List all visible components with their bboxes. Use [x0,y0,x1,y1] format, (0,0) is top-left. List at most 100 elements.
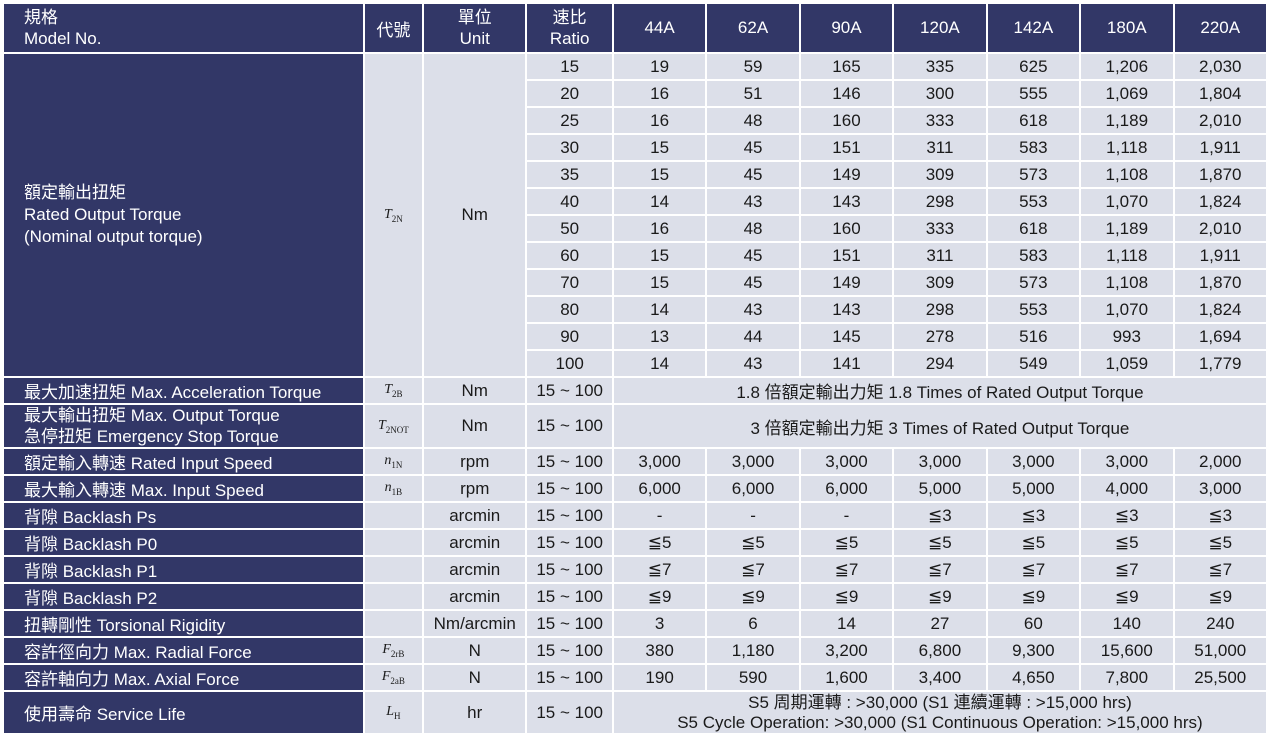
torsional-rigidity-cell: 27 [894,611,986,636]
rated-torque-cell: 309 [894,162,986,187]
backlash-p0-ratio: 15 ~ 100 [527,530,612,555]
rated-torque-cell: 2,010 [1174,108,1266,133]
backlash-p2-cell: ≦9 [800,584,893,609]
rated-torque-cell: 16 [613,108,706,133]
rated-speed-row: 額定輸入轉速 Rated Input Speed n1N rpm 15 ~ 100 3,… [4,449,1266,474]
rated-torque-cell: 14 [613,297,706,322]
rated-torque-row: 50 16 48 160 333 618 1,189 2,010 [4,216,1266,241]
backlash-ps-cell: ≦3 [894,503,986,528]
backlash-p0-cell: ≦5 [613,530,706,555]
backlash-p2-cell: ≦9 [987,584,1080,609]
max-torque-label-line2: 急停扭矩 Emergency Stop Torque [24,427,279,446]
torsional-rigidity-label: 扭轉剛性 Torsional Rigidity [4,611,363,636]
max-speed-label: 最大輸入轉速 Max. Input Speed [4,476,363,501]
header-ratio: 速比 Ratio [527,4,612,52]
rated-torque-cell: 618 [987,108,1080,133]
rated-torque-row: 60 15 45 151 311 583 1,118 1,911 [4,243,1266,268]
rated-speed-cell: 3,000 [987,449,1080,474]
rated-speed-unit: rpm [423,449,526,474]
max-torque-ratio: 15 ~ 100 [527,405,612,447]
accel-torque-ratio: 15 ~ 100 [527,378,612,403]
torsional-rigidity-unit: Nm/arcmin [423,611,526,636]
backlash-p1-cell: ≦7 [1174,557,1266,582]
axial-force-cell: 25,500 [1174,665,1266,690]
service-life-symbol-main: L [386,704,394,720]
rated-torque-ratio: 15 [527,54,612,79]
backlash-ps-cell: - [707,503,799,528]
rated-torque-row: 90 13 44 145 278 516 993 1,694 [4,324,1266,349]
service-life-value-zh: S5 周期運轉 : >30,000 (S1 連續運轉 : >15,000 hrs… [748,692,1132,712]
backlash-p2-cell: ≦9 [1174,584,1266,609]
rated-torque-ratio: 35 [527,162,612,187]
rated-torque-cell: 160 [800,108,893,133]
max-speed-ratio: 15 ~ 100 [527,476,612,501]
rated-torque-cell: 45 [707,270,799,295]
rated-torque-cell: 583 [987,243,1080,268]
radial-force-symbol-sub: 2rB [390,648,405,659]
max-speed-unit: rpm [423,476,526,501]
max-torque-symbol: T2NOT [364,405,422,447]
rated-torque-cell: 1,206 [1081,54,1173,79]
max-torque-value: 3 倍額定輸出力矩 3 Times of Rated Output Torque [613,405,1266,447]
backlash-p2-row: 背隙 Backlash P2 arcmin 15 ~ 100 ≦9 ≦9 ≦9 ≦9 ≦9 ≦9… [4,584,1266,609]
axial-force-symbol-main: F [381,669,391,685]
radial-force-cell: 9,300 [987,638,1080,663]
rated-torque-cell: 15 [613,243,706,268]
accel-torque-value: 1.8 倍額定輸出力矩 1.8 Times of Rated Output To… [613,378,1266,403]
backlash-p1-cell: ≦7 [800,557,893,582]
torsional-rigidity-cell: 3 [613,611,706,636]
backlash-p0-cell: ≦5 [1081,530,1173,555]
rated-torque-cell: 516 [987,324,1080,349]
backlash-p1-cell: ≦7 [987,557,1080,582]
rated-torque-cell: 19 [613,54,706,79]
rated-torque-cell: 583 [987,135,1080,160]
rated-torque-label-zh: 額定輸出扭矩 [24,183,126,202]
rated-torque-cell: 553 [987,297,1080,322]
rated-torque-cell: 1,870 [1174,270,1266,295]
accel-torque-unit: Nm [423,378,526,403]
header-model-en: Model No. [24,29,102,48]
backlash-p0-label: 背隙 Backlash P0 [4,530,363,555]
rated-torque-ratio: 20 [527,81,612,106]
axial-force-symbol: F2aB [364,665,422,690]
rated-torque-cell: 13 [613,324,706,349]
backlash-p1-symbol [364,557,422,582]
rated-torque-cell: 146 [800,81,893,106]
rated-torque-cell: 294 [894,351,986,376]
rated-torque-ratio: 100 [527,351,612,376]
backlash-p2-unit: arcmin [423,584,526,609]
backlash-ps-unit: arcmin [423,503,526,528]
header-model: 規格 Model No. [4,4,363,52]
rated-torque-cell: 43 [707,297,799,322]
max-torque-row: 最大輸出扭矩 Max. Output Torque 急停扭矩 Emergency … [4,405,1266,447]
torsional-rigidity-cell: 140 [1081,611,1173,636]
backlash-p2-cell: ≦9 [1081,584,1173,609]
rated-torque-cell: 298 [894,189,986,214]
max-torque-symbol-sub: 2NOT [385,424,409,435]
rated-torque-cell: 143 [800,297,893,322]
rated-torque-ratio: 90 [527,324,612,349]
backlash-p0-cell: ≦5 [800,530,893,555]
rated-torque-cell: 1,694 [1174,324,1266,349]
rated-speed-cell: 2,000 [1174,449,1266,474]
backlash-ps-cell: - [613,503,706,528]
max-torque-unit: Nm [423,405,526,447]
backlash-p1-cell: ≦7 [894,557,986,582]
torsional-rigidity-cell: 240 [1174,611,1266,636]
backlash-p1-unit: arcmin [423,557,526,582]
rated-torque-cell: 15 [613,162,706,187]
rated-torque-ratio: 70 [527,270,612,295]
torsional-rigidity-cell: 6 [707,611,799,636]
rated-torque-cell: 43 [707,351,799,376]
rated-torque-row: 80 14 43 143 298 553 1,070 1,824 [4,297,1266,322]
header-model-62a: 62A [707,4,799,52]
service-life-symbol: LH [364,692,422,733]
rated-torque-symbol-sub: 2N [391,213,403,224]
axial-force-label: 容許軸向力 Max. Axial Force [4,665,363,690]
rated-torque-cell: 1,069 [1081,81,1173,106]
backlash-p0-symbol [364,530,422,555]
rated-torque-cell: 59 [707,54,799,79]
rated-torque-ratio: 40 [527,189,612,214]
rated-torque-cell: 44 [707,324,799,349]
radial-force-unit: N [423,638,526,663]
